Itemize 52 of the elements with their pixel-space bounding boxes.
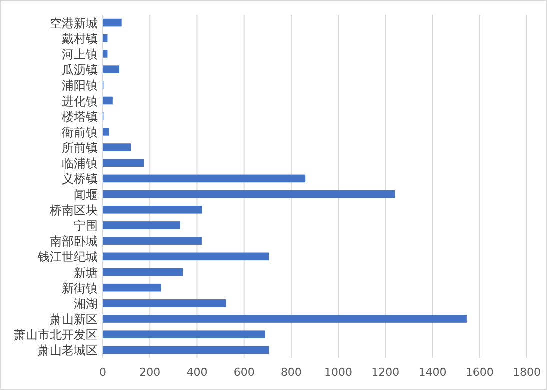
y-tick-label: 空港新城 — [50, 16, 98, 30]
bar — [103, 206, 202, 214]
y-tick-label: 进化镇 — [62, 94, 98, 108]
y-tick-label: 所前镇 — [62, 141, 98, 156]
bar — [103, 174, 306, 183]
bar — [103, 144, 132, 152]
x-tick-label: 600 — [234, 366, 255, 379]
y-tick-label: 新塘 — [74, 266, 98, 280]
y-tick-label: 萧山市北开发区 — [14, 328, 98, 342]
bar — [103, 66, 120, 74]
x-tick-label: 400 — [186, 366, 208, 379]
bar — [103, 237, 202, 245]
y-tick-label: 戴村镇 — [62, 32, 98, 46]
x-tick-label: 200 — [140, 366, 161, 379]
bar — [103, 96, 113, 105]
x-tick-label: 1800 — [513, 366, 541, 379]
bar — [103, 268, 184, 276]
bar — [103, 34, 108, 42]
x-tick-label: 0 — [100, 366, 106, 379]
y-tick-label: 义桥镇 — [62, 172, 98, 186]
y-tick-label: 南部卧城 — [50, 234, 98, 249]
y-tick-label: 瓜沥镇 — [62, 63, 98, 78]
y-tick-label: 湘湖 — [74, 296, 98, 311]
bar — [103, 330, 266, 339]
y-tick-label: 楼塔镇 — [62, 110, 98, 124]
x-tick-label: 800 — [280, 366, 302, 379]
bar — [103, 252, 270, 261]
y-tick-label: 浦阳镇 — [62, 78, 98, 93]
bar — [103, 284, 162, 292]
y-tick-label: 萧山老城区 — [38, 344, 98, 358]
y-tick-label: 临浦镇 — [62, 156, 98, 171]
bar — [103, 346, 270, 354]
bar — [103, 300, 226, 308]
x-tick-label: 1400 — [418, 366, 447, 379]
bar — [103, 18, 122, 27]
y-tick-label: 钱江世纪城 — [37, 250, 98, 264]
x-tick-label: 1200 — [372, 366, 400, 379]
y-tick-label: 萧山新区 — [50, 312, 98, 327]
bar — [103, 315, 467, 323]
bar — [103, 190, 396, 198]
y-tick-label: 闻堰 — [74, 188, 98, 202]
bar — [103, 128, 110, 136]
y-tick-label: 新街镇 — [62, 281, 98, 296]
bar — [103, 50, 108, 58]
y-tick-label: 宁围 — [74, 218, 98, 233]
bar — [103, 159, 144, 168]
y-tick-label: 河上镇 — [62, 47, 98, 62]
x-tick-label: 1600 — [466, 366, 494, 379]
x-tick-label: 1000 — [324, 366, 353, 379]
bar — [103, 222, 180, 230]
y-tick-label: 桥南区块 — [49, 203, 98, 218]
y-tick-label: 衙前镇 — [62, 125, 98, 140]
